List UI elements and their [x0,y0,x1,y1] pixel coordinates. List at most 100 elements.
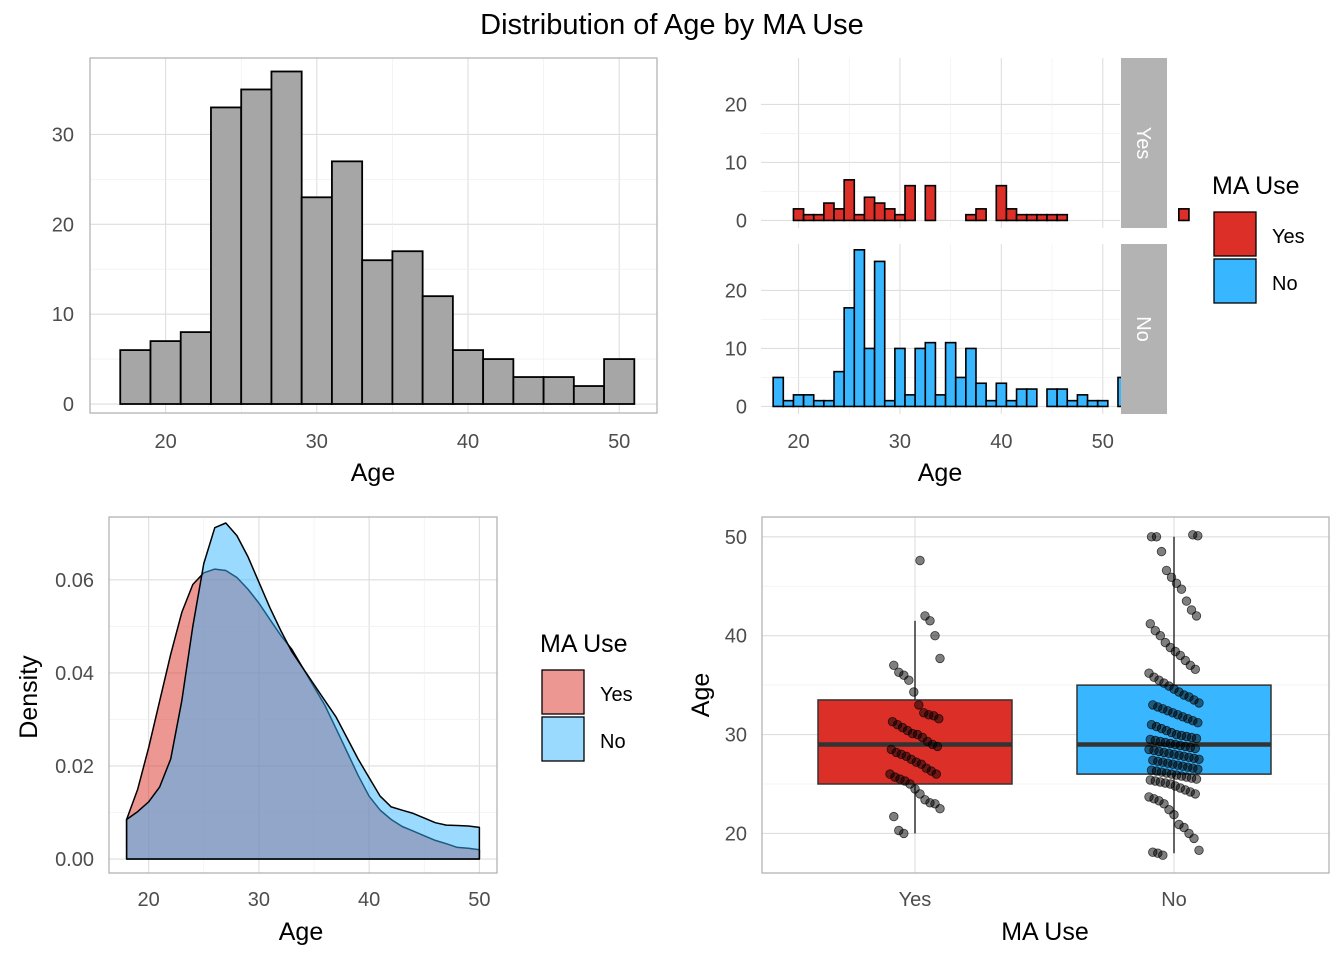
figure-title: Distribution of Age by MA Use [480,9,864,41]
density-x-tick: 50 [468,889,490,911]
facet-no-bar [1046,388,1058,408]
histogram-bar [572,385,605,405]
facet-no-bar [772,376,785,408]
histogram-bar [391,250,424,405]
histogram-bar [542,376,575,405]
facet-no-bar [1015,388,1028,408]
facet-no-bar [995,382,1008,408]
facet-no-bar [843,307,856,408]
jitter-point-no [1145,775,1156,785]
legend-label-no: No [600,731,626,753]
jitter-point-yes [935,653,945,664]
facet-yes-bar [1005,208,1018,222]
histogram-bar [331,160,364,405]
facet-no-bar [833,370,845,408]
overall-histogram-y-tick: 30 [52,124,74,146]
facet-no-bar [1096,399,1109,408]
histogram-bar [210,106,243,405]
facet-strip-yes [1121,58,1167,228]
facet-no-bar [1076,394,1089,408]
legend-key-yes [1213,211,1257,257]
histogram-bar [482,358,515,405]
jitter-point-no [1148,847,1158,857]
jitter-point-no [1160,637,1171,648]
jitter-point-yes [909,687,919,697]
jitter-point-no [1164,805,1174,815]
jitter-point-no [1161,565,1172,576]
facet-yes-bar [975,208,987,222]
faceted-histogram-legend: MA Use Yes No [1212,172,1305,304]
facet-yes-bar [843,179,856,222]
boxplot-panel: Yes No 20 30 40 50 MA Use Age [687,516,1330,946]
jitter-point-no [1144,792,1154,802]
histogram-bar [300,196,333,405]
density-y-tick: 0.00 [55,849,94,871]
histogram-bar [149,340,182,405]
facet-yes-y-tick: 0 [736,210,747,232]
density-y-tick: 0.06 [55,570,94,592]
boxplot-y-tick: 30 [725,725,747,747]
jitter-point-no [1194,845,1204,856]
boxplot-frame [761,516,1330,874]
density-x-tick: 40 [358,889,380,911]
jitter-point-no [1184,828,1194,839]
facet-yes-bar [802,213,815,222]
overall-histogram-x-tick: 50 [608,431,630,453]
facet-yes-bar [1015,213,1028,222]
facet-no-bar [934,394,947,408]
jitter-point-yes [915,555,925,566]
legend-key-yes [541,669,585,715]
facet-no-bar [812,399,825,408]
facet-yes-bar [995,184,1008,222]
jitter-point-no [1156,546,1167,557]
facet-yes-bar [883,208,896,222]
histogram-bar [361,259,394,405]
overall-histogram-y-tick: 10 [52,304,74,326]
facet-yes-bar [853,213,866,222]
jitter-point-no [1186,605,1197,615]
jitter-point-yes [894,667,904,678]
facet-yes-bar [1178,208,1190,222]
jitter-point-no [1145,619,1156,629]
facet-yes-y-tick: 10 [725,152,747,174]
facet-no-y-tick: 20 [725,280,747,302]
jitter-point-yes [889,811,899,822]
facet-yes-bar [812,213,825,222]
facet-yes-bar [904,184,916,222]
histogram-bar [603,358,636,405]
jitter-point-no [1166,572,1177,583]
jitter-point-no [1146,532,1157,542]
overall-histogram-panel: 20 30 40 50 0 10 20 30 Age [52,57,658,487]
facet-no-bar [802,394,815,408]
facet-no-bar [1086,399,1099,408]
jitter-point-yes [887,717,898,727]
boxplot-box-yes [817,699,1013,785]
jitter-point-no [1148,755,1158,766]
jitter-point-no [1144,668,1154,678]
facet-yes-bar [873,202,886,222]
facet-yes-bar [792,208,805,222]
jitter-point-no [1146,720,1157,730]
legend-key-no [1213,258,1257,304]
faceted-histogram-panel: 0 10 20 0 10 20 20 30 40 50 Yes No Age MA Use Yes… [725,58,1305,487]
overall-histogram-x-label: Age [351,459,395,487]
density-x-label: Age [279,918,323,946]
facet-no-bar [944,341,957,408]
density-x-tick: 20 [138,889,160,911]
facet-no-bar [1025,388,1038,408]
facet-no-bar [792,394,805,408]
facet-no-y-tick: 10 [725,338,747,360]
jitter-point-no [1188,530,1198,540]
jitter-point-yes [920,795,930,805]
facet-no-bar [924,341,937,408]
density-panel: 20 30 40 50 0.00 0.02 0.04 0.06 Age Density MA … [15,516,633,946]
boxplot-x-tick: No [1161,889,1187,911]
facet-no-bar [1056,388,1069,408]
histogram-bar [451,349,485,405]
legend-title: MA Use [540,630,628,658]
overall-histogram-y-tick: 0 [63,394,74,416]
jitter-point-yes [885,769,895,779]
boxplot-y-tick: 20 [725,823,747,845]
jitter-point-yes [919,708,929,718]
